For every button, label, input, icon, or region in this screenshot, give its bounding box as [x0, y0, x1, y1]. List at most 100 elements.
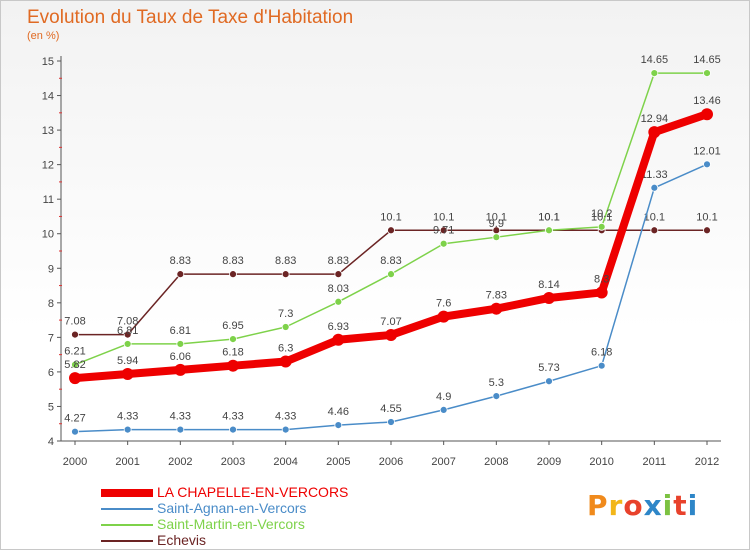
legend-label: Saint-Agnan-en-Vercors: [157, 500, 307, 516]
data-label-echevis-2003: 8.83: [222, 255, 243, 267]
data-label-la-chapelle-en-vercors-2008: 7.83: [486, 290, 507, 302]
y-tick-label-12: 12: [42, 160, 54, 172]
x-tick-label-2002: 2002: [168, 456, 192, 468]
data-label-saint-martin-en-vercors-2008: 9.9: [489, 218, 504, 230]
data-point-echevis-2003: [229, 270, 237, 279]
data-point-saint-martin-en-vercors-2012: [703, 69, 711, 77]
data-point-la-chapelle-en-vercors-2004: [279, 355, 292, 368]
data-point-la-chapelle-en-vercors-2009: [543, 291, 555, 304]
x-tick-label-2010: 2010: [589, 456, 613, 468]
data-label-saint-agnan-en-vercors-2001: 4.33: [117, 411, 138, 423]
x-tick-label-2004: 2004: [273, 456, 297, 468]
data-point-la-chapelle-en-vercors-2010: [595, 286, 608, 299]
data-point-echevis-2002: [176, 270, 185, 279]
data-point-la-chapelle-en-vercors-2011: [648, 126, 661, 139]
data-point-echevis-2006: [387, 226, 395, 235]
data-label-la-chapelle-en-vercors-2003: 6.18: [222, 347, 243, 359]
x-tick-label-2009: 2009: [537, 456, 561, 468]
data-point-saint-martin-en-vercors-2005: [334, 297, 343, 306]
legend-swatch: [101, 524, 153, 526]
data-point-la-chapelle-en-vercors-2005: [332, 333, 345, 346]
data-label-saint-martin-en-vercors-2000: 6.21: [64, 346, 85, 358]
legend-item: Echevis: [101, 532, 401, 549]
data-label-la-chapelle-en-vercors-2001: 5.94: [117, 355, 138, 367]
logo-letter: r: [608, 489, 624, 522]
data-point-saint-martin-en-vercors-2000: [71, 360, 79, 369]
data-label-la-chapelle-en-vercors-2000: 5.82: [64, 359, 85, 371]
data-label-saint-martin-en-vercors-2009: 10.1: [538, 211, 559, 223]
y-tick-label-6: 6: [48, 367, 54, 379]
x-tick-label-2003: 2003: [221, 456, 245, 468]
data-point-saint-martin-en-vercors-2010: [597, 222, 606, 231]
x-tick-label-2008: 2008: [484, 456, 508, 468]
data-label-echevis-2002: 8.83: [170, 255, 191, 267]
x-tick-label-2006: 2006: [379, 456, 403, 468]
data-label-saint-martin-en-vercors-2012: 14.65: [693, 54, 721, 66]
data-point-echevis-2000: [71, 330, 79, 339]
logo-letter: x: [643, 489, 663, 522]
chart-title: Evolution du Taux de Taxe d'Habitation: [27, 7, 354, 28]
data-point-saint-martin-en-vercors-2007: [439, 239, 448, 248]
legend-swatch: [101, 489, 153, 497]
data-label-la-chapelle-en-vercors-2007: 7.6: [436, 298, 451, 310]
data-label-saint-martin-en-vercors-2007: 9.71: [433, 225, 454, 237]
data-point-la-chapelle-en-vercors-2002: [174, 363, 187, 376]
data-label-la-chapelle-en-vercors-2010: 8.3: [594, 273, 609, 285]
y-axis-unit-label: (en %): [27, 30, 60, 42]
legend-swatch: [101, 540, 153, 542]
data-label-echevis-2000: 7.08: [64, 316, 85, 328]
data-point-saint-agnan-en-vercors-2006: [387, 418, 395, 426]
data-label-echevis-2010: 10.1: [591, 211, 612, 223]
proxiti-logo: Proxiti: [587, 489, 698, 522]
series-line-saint-agnan-en-vercors: [74, 163, 708, 433]
logo-letter: i: [662, 489, 674, 522]
data-point-saint-agnan-en-vercors-2010: [597, 361, 606, 370]
data-point-la-chapelle-en-vercors-2003: [227, 359, 239, 372]
data-label-la-chapelle-en-vercors-2011: 12.94: [641, 113, 669, 125]
data-point-la-chapelle-en-vercors-2006: [385, 328, 397, 341]
y-tick-label-5: 5: [48, 401, 54, 413]
data-point-la-chapelle-en-vercors-2007: [437, 310, 450, 323]
data-label-saint-martin-en-vercors-2004: 7.3: [278, 308, 293, 320]
data-point-echevis-2005: [334, 270, 343, 279]
data-point-saint-agnan-en-vercors-2011: [650, 183, 659, 192]
data-point-la-chapelle-en-vercors-2000: [69, 372, 81, 385]
x-tick-label-2011: 2011: [643, 456, 667, 468]
data-label-saint-martin-en-vercors-2002: 6.81: [170, 325, 191, 337]
x-tick-label-2000: 2000: [63, 456, 87, 468]
legend-item: LA CHAPELLE-EN-VERCORS: [101, 484, 401, 501]
data-label-saint-martin-en-vercors-2010: 10.2: [591, 208, 612, 220]
data-label-la-chapelle-en-vercors-2005: 6.93: [328, 321, 349, 333]
data-label-saint-agnan-en-vercors-2012: 12.01: [693, 145, 721, 157]
data-point-echevis-2011: [650, 226, 659, 235]
data-label-saint-agnan-en-vercors-2008: 5.3: [489, 377, 504, 389]
data-label-echevis-2012: 10.1: [696, 211, 717, 223]
legend-label: LA CHAPELLE-EN-VERCORS: [157, 484, 349, 500]
y-tick-label-7: 7: [48, 332, 54, 344]
data-label-saint-martin-en-vercors-2001: 6.81: [117, 325, 138, 337]
x-tick-label-2012: 2012: [695, 456, 719, 468]
y-tick-label-13: 13: [42, 125, 54, 137]
data-point-saint-martin-en-vercors-2002: [176, 340, 185, 348]
legend-item: Saint-Agnan-en-Vercors: [101, 500, 401, 517]
data-point-saint-martin-en-vercors-2004: [281, 323, 290, 331]
data-label-saint-martin-en-vercors-2011: 14.65: [641, 54, 669, 66]
data-label-saint-martin-en-vercors-2006: 8.83: [380, 255, 401, 267]
data-label-la-chapelle-en-vercors-2012: 13.46: [693, 95, 721, 107]
data-label-la-chapelle-en-vercors-2004: 6.3: [278, 343, 293, 355]
data-label-saint-agnan-en-vercors-2009: 5.73: [538, 362, 559, 374]
data-label-saint-agnan-en-vercors-2011: 11.33: [641, 169, 668, 181]
data-point-saint-agnan-en-vercors-2003: [229, 425, 237, 434]
data-label-echevis-2004: 8.83: [275, 255, 296, 267]
data-point-saint-martin-en-vercors-2011: [650, 69, 659, 77]
data-label-la-chapelle-en-vercors-2006: 7.07: [380, 316, 401, 328]
data-label-echevis-2008: 10.1: [486, 211, 507, 223]
data-label-echevis-2007: 10.1: [433, 211, 454, 223]
data-point-la-chapelle-en-vercors-2001: [121, 367, 134, 380]
data-label-saint-agnan-en-vercors-2000: 4.27: [64, 413, 85, 425]
data-label-echevis-2011: 10.1: [644, 211, 665, 223]
data-point-saint-agnan-en-vercors-2001: [123, 425, 132, 434]
data-label-saint-agnan-en-vercors-2010: 6.18: [591, 347, 612, 359]
data-label-echevis-2009: 10.1: [538, 211, 559, 223]
